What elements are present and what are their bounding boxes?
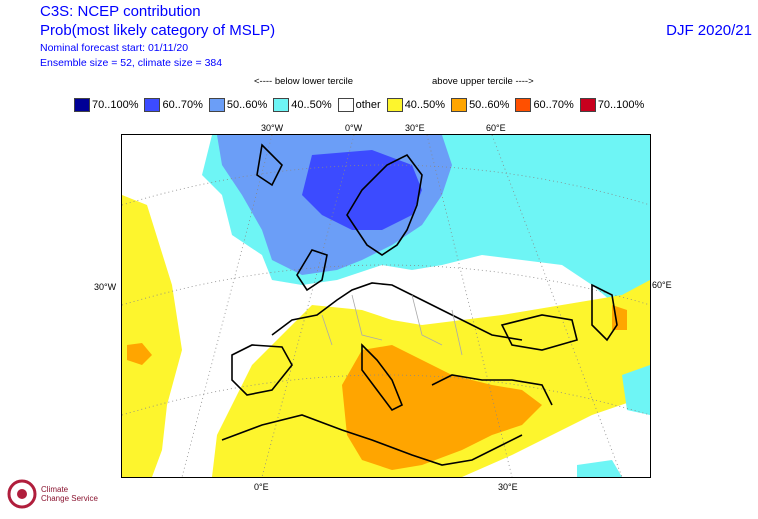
ensemble-size: Ensemble size = 52, climate size = 384 bbox=[40, 57, 223, 69]
scandinavia bbox=[346, 153, 423, 256]
africa bbox=[221, 414, 523, 466]
legend-swatch bbox=[515, 98, 532, 112]
tick-left: 30°W bbox=[94, 282, 117, 292]
tick-top-2: 0°W bbox=[345, 123, 363, 133]
probability-shading bbox=[122, 135, 650, 477]
tick-bottom-1: 0°E bbox=[254, 482, 269, 492]
legend-item: 40..50% bbox=[273, 98, 332, 112]
map-panel bbox=[121, 134, 651, 478]
legend-label: 60..70% bbox=[162, 99, 203, 111]
legend-item: 70..100% bbox=[74, 98, 138, 112]
legend-label: 40..50% bbox=[404, 99, 446, 111]
caspian bbox=[591, 283, 618, 342]
legend-item: other bbox=[337, 98, 381, 112]
logo-text-2: Change Service bbox=[41, 494, 98, 503]
legend-swatch bbox=[451, 98, 468, 112]
legend-label: 70..100% bbox=[92, 99, 139, 111]
legend-label: 50..60% bbox=[469, 99, 510, 111]
legend-item: 40..50% bbox=[386, 98, 446, 112]
tick-right: 60°E bbox=[652, 280, 672, 290]
legend-label: 70..100% bbox=[597, 99, 645, 111]
legend: 70..100% 60..70% 50..60% 40..50% other 40..50… bbox=[74, 97, 650, 113]
cyan-south bbox=[577, 460, 622, 477]
coastlines bbox=[221, 143, 618, 466]
logo-text-1: Climate bbox=[41, 485, 69, 494]
graticule bbox=[122, 135, 650, 477]
legend-swatch bbox=[386, 98, 403, 112]
tick-top-1: 30°W bbox=[261, 123, 284, 133]
legend-label: other bbox=[355, 99, 381, 111]
legend-swatch bbox=[74, 98, 90, 112]
greece-turkey bbox=[431, 374, 553, 406]
legend-swatch bbox=[144, 98, 161, 112]
above-tercile-label: above upper tercile ----> bbox=[432, 76, 534, 87]
tick-top-3: 30°E bbox=[405, 123, 425, 133]
logo-icon: Climate Change Service bbox=[7, 479, 98, 509]
title-line-2: Prob(most likely category of MSLP) bbox=[40, 22, 276, 39]
orange-region bbox=[342, 345, 542, 470]
greenland-iceland bbox=[256, 143, 283, 187]
iberia bbox=[231, 344, 293, 396]
legend-item: 50..60% bbox=[451, 98, 509, 112]
legend-label: 50..60% bbox=[226, 99, 268, 111]
legend-item: 60..70% bbox=[515, 98, 574, 112]
orange-small bbox=[127, 343, 152, 365]
borders bbox=[321, 294, 463, 356]
tick-bottom-2: 30°E bbox=[498, 482, 518, 492]
yellow-left bbox=[122, 195, 182, 477]
legend-item: 70..100% bbox=[579, 98, 645, 112]
legend-swatch bbox=[337, 98, 354, 112]
legend-label: 60..70% bbox=[533, 99, 574, 111]
forecast-start: Nominal forecast start: 01/11/20 bbox=[40, 42, 189, 54]
copernicus-logo: Climate Change Service bbox=[4, 474, 104, 514]
legend-swatch bbox=[579, 98, 596, 112]
title-line-1: C3S: NCEP contribution bbox=[40, 3, 201, 20]
below-tercile-label: <---- below lower tercile bbox=[254, 76, 353, 87]
legend-swatch bbox=[208, 98, 225, 112]
orange-east bbox=[612, 305, 627, 330]
europe-coast bbox=[271, 282, 523, 341]
legend-item: 60..70% bbox=[144, 98, 203, 112]
british-isles bbox=[296, 249, 328, 292]
black-sea bbox=[500, 314, 578, 351]
map-svg bbox=[122, 135, 650, 477]
legend-swatch bbox=[273, 98, 290, 112]
season-label: DJF 2020/21 bbox=[666, 22, 752, 39]
cyan-se bbox=[622, 365, 650, 415]
legend-item: 50..60% bbox=[208, 98, 268, 112]
italy bbox=[361, 343, 404, 412]
tick-top-4: 60°E bbox=[486, 123, 506, 133]
legend-label: 40..50% bbox=[291, 99, 332, 111]
